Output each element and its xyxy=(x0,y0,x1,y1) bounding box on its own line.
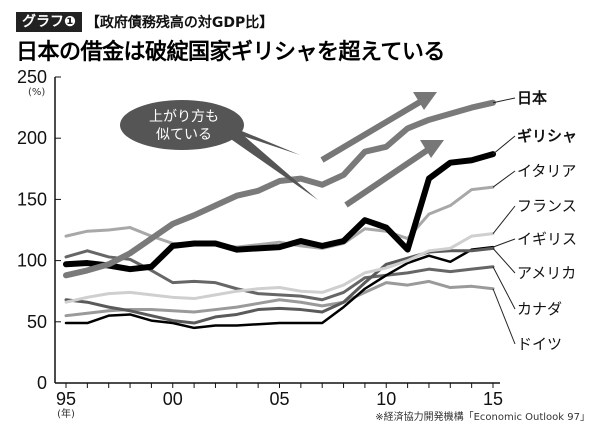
x-tick-label: 05 xyxy=(269,389,289,409)
leader-line xyxy=(492,238,516,248)
series-line-0 xyxy=(63,99,496,279)
series-label: イギリス xyxy=(517,230,577,248)
series-label: 日本 xyxy=(517,89,547,107)
series-label: ギリシャ xyxy=(517,127,577,145)
series-line-6 xyxy=(64,249,495,302)
graph-number-badge: グラフ❶ xyxy=(16,12,82,32)
callout-tail-2 xyxy=(225,128,318,200)
x-tick-label: 95 xyxy=(56,389,76,409)
leader-line xyxy=(492,266,516,310)
callout: 上がり方も 似ている xyxy=(120,92,444,208)
callout-line-2: 似ている xyxy=(156,127,212,143)
y-tick-label: 200 xyxy=(17,128,47,148)
series-label: カナダ xyxy=(517,300,562,318)
leader-line xyxy=(492,97,516,104)
leader-line xyxy=(492,248,516,274)
axes: 0 50 100 150 200 250(%) 95 00 05 10 15 (年) xyxy=(17,67,503,420)
trend-arrow-shaft-1 xyxy=(320,96,427,163)
x-tick-label: 10 xyxy=(376,389,396,409)
leader-line xyxy=(492,135,516,155)
series-label: フランス xyxy=(517,197,577,215)
series-line-3 xyxy=(64,232,495,304)
leader-line xyxy=(492,288,516,345)
y-tick-label: 100 xyxy=(17,251,47,271)
series-line-7 xyxy=(64,279,495,318)
chart-title: 日本の借金は破綻国家ギリシャを超えている xyxy=(16,40,445,65)
series-label: アメリカ xyxy=(517,264,576,282)
series-line-4 xyxy=(64,245,495,330)
y-tick-label: 0 xyxy=(37,373,47,393)
trend-arrow-shaft-2 xyxy=(344,144,434,208)
leader-line xyxy=(492,205,516,234)
series-label: イタリア xyxy=(517,162,576,180)
x-tick-label: 15 xyxy=(483,389,503,409)
y-tick-label: 50 xyxy=(27,312,47,332)
x-unit-label: (年) xyxy=(57,407,75,420)
y-unit-label: (%) xyxy=(28,87,45,98)
series-line-2 xyxy=(64,185,495,250)
callout-bubble xyxy=(120,100,244,150)
trend-arrow-head-2 xyxy=(420,140,444,158)
callout-line-1: 上がり方も xyxy=(149,109,219,125)
chart-subtitle: 【政府債務残高の対GDP比】 xyxy=(85,15,274,31)
series-label: ドイツ xyxy=(517,335,562,353)
y-tick-label: 150 xyxy=(17,189,47,209)
leader-line xyxy=(492,170,516,188)
x-tick-label: 00 xyxy=(163,389,183,409)
trend-arrow-head-1 xyxy=(413,92,437,110)
chart-header: グラフ❶ 【政府債務残高の対GDP比】 xyxy=(16,12,273,32)
y-tick-label: 250 xyxy=(17,67,47,87)
series-line-1 xyxy=(63,151,496,273)
source-note: ※経済協力開発機構「Economic Outlook 97」 xyxy=(375,410,590,423)
